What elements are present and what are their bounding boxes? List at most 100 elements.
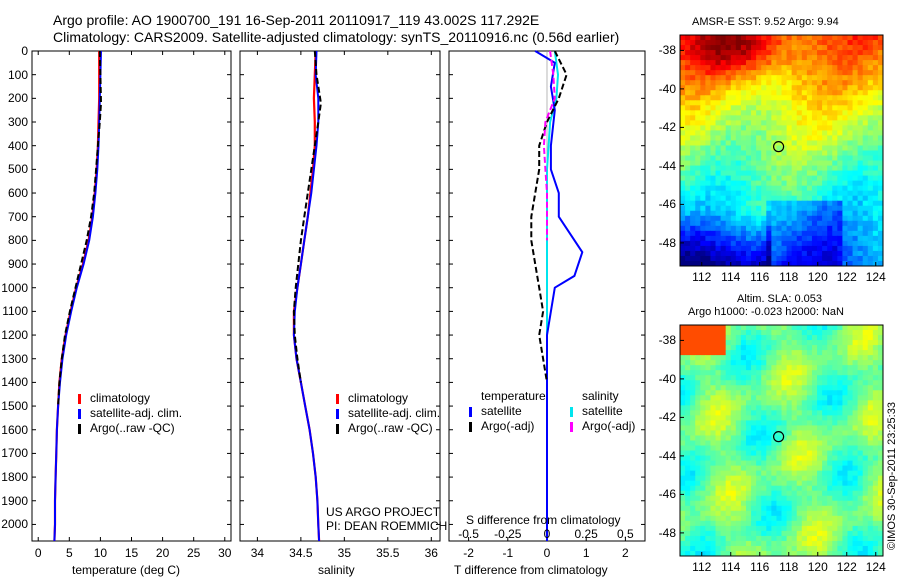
heatmap-cell	[680, 455, 686, 462]
heatmap-cell	[806, 110, 813, 116]
heatmap-cell	[796, 35, 803, 41]
heatmap-cell	[791, 255, 798, 262]
heatmap-cell	[690, 65, 696, 71]
temperature-tick-label: 5	[65, 546, 73, 560]
heatmap-cell	[827, 90, 833, 96]
heatmap-cell	[735, 505, 742, 512]
heatmap-cell	[781, 460, 788, 467]
heatmap-cell	[735, 195, 742, 202]
heatmap-cell	[740, 490, 747, 497]
heatmap-cell	[771, 65, 778, 71]
heatmap-cell	[715, 60, 722, 66]
heatmap-cell	[847, 355, 854, 361]
heatmap-cell	[811, 370, 818, 376]
heatmap-cell	[877, 170, 883, 177]
heatmap-cell	[786, 55, 793, 61]
heatmap-cell	[756, 505, 762, 512]
heatmap-cell	[756, 435, 762, 442]
heatmap-cell	[751, 355, 757, 361]
heatmap-cell	[725, 130, 732, 137]
heatmap-cell	[685, 345, 691, 351]
heatmap-cell	[766, 460, 772, 467]
heatmap-cell	[801, 380, 808, 386]
heatmap-cell	[817, 525, 823, 532]
heatmap-cell	[822, 415, 828, 422]
heatmap-cell	[680, 370, 686, 376]
heatmap-cell	[745, 395, 752, 401]
heatmap-cell	[776, 460, 783, 467]
heatmap-cell	[680, 260, 686, 266]
heatmap-cell	[877, 375, 883, 381]
heatmap-cell	[877, 405, 883, 411]
heatmap-cell	[751, 360, 757, 366]
heatmap-cell	[751, 380, 757, 386]
heatmap-cell	[771, 385, 778, 391]
heatmap-cell	[817, 245, 823, 252]
heatmap-cell	[857, 40, 864, 46]
heatmap-cell	[827, 150, 833, 157]
heatmap-cell	[751, 340, 757, 346]
heatmap-cell	[725, 535, 732, 542]
heatmap-cell	[827, 100, 833, 106]
heatmap-cell	[740, 365, 747, 371]
heatmap-cell	[730, 50, 737, 56]
heatmap-cell	[756, 470, 762, 477]
heatmap-cell	[852, 190, 859, 197]
heatmap-cell	[847, 375, 854, 381]
heatmap-cell	[837, 170, 843, 177]
heatmap-cell	[700, 505, 706, 512]
heatmap-cell	[745, 325, 752, 331]
heatmap-cell	[796, 485, 803, 492]
heatmap-cell	[832, 115, 838, 121]
heatmap-cell	[857, 460, 864, 467]
heatmap-cell	[781, 125, 788, 132]
heatmap-cell	[822, 130, 828, 137]
heatmap-cell	[710, 90, 717, 96]
heatmap-cell	[872, 390, 879, 396]
heatmap-cell	[730, 235, 737, 242]
heatmap-cell	[725, 420, 732, 427]
heatmap-cell	[872, 125, 879, 132]
heatmap-cell	[766, 385, 772, 391]
heatmap-cell	[842, 360, 849, 366]
heatmap-cell	[801, 365, 808, 371]
heatmap-cell	[806, 390, 813, 396]
heatmap-cell	[745, 355, 752, 361]
heatmap-cell	[791, 230, 798, 237]
heatmap-cell	[862, 120, 869, 126]
heatmap-cell	[776, 425, 783, 432]
heatmap-cell	[720, 255, 727, 262]
heatmap-cell	[796, 480, 803, 487]
heatmap-cell	[761, 200, 767, 207]
heatmap-cell	[725, 505, 732, 512]
heatmap-cell	[740, 125, 747, 132]
heatmap-cell	[837, 360, 843, 366]
heatmap-cell	[725, 125, 732, 132]
heatmap-cell	[786, 200, 793, 207]
heatmap-cell	[730, 450, 737, 457]
heatmap-cell	[740, 380, 747, 386]
heatmap-cell	[796, 395, 803, 401]
heatmap-cell	[710, 130, 717, 137]
heatmap-cell	[680, 445, 686, 452]
heatmap-cell	[766, 165, 772, 172]
heatmap-cell	[806, 385, 813, 391]
heatmap-cell	[832, 245, 838, 252]
heatmap-cell	[822, 510, 828, 517]
heatmap-cell	[822, 110, 828, 116]
heatmap-cell	[796, 415, 803, 422]
heatmap-cell	[827, 160, 833, 167]
heatmap-cell	[827, 450, 833, 457]
heatmap-cell	[771, 510, 778, 517]
heatmap-cell	[847, 160, 854, 167]
heatmap-cell	[811, 95, 818, 101]
heatmap-cell	[771, 250, 778, 257]
heatmap-cell	[847, 165, 854, 172]
heatmap-cell	[705, 375, 712, 381]
heatmap-cell	[847, 520, 854, 527]
heatmap-cell	[827, 365, 833, 371]
heatmap-cell	[842, 215, 849, 222]
heatmap-cell	[852, 140, 859, 147]
heatmap-cell	[735, 260, 742, 266]
heatmap-cell	[817, 180, 823, 187]
